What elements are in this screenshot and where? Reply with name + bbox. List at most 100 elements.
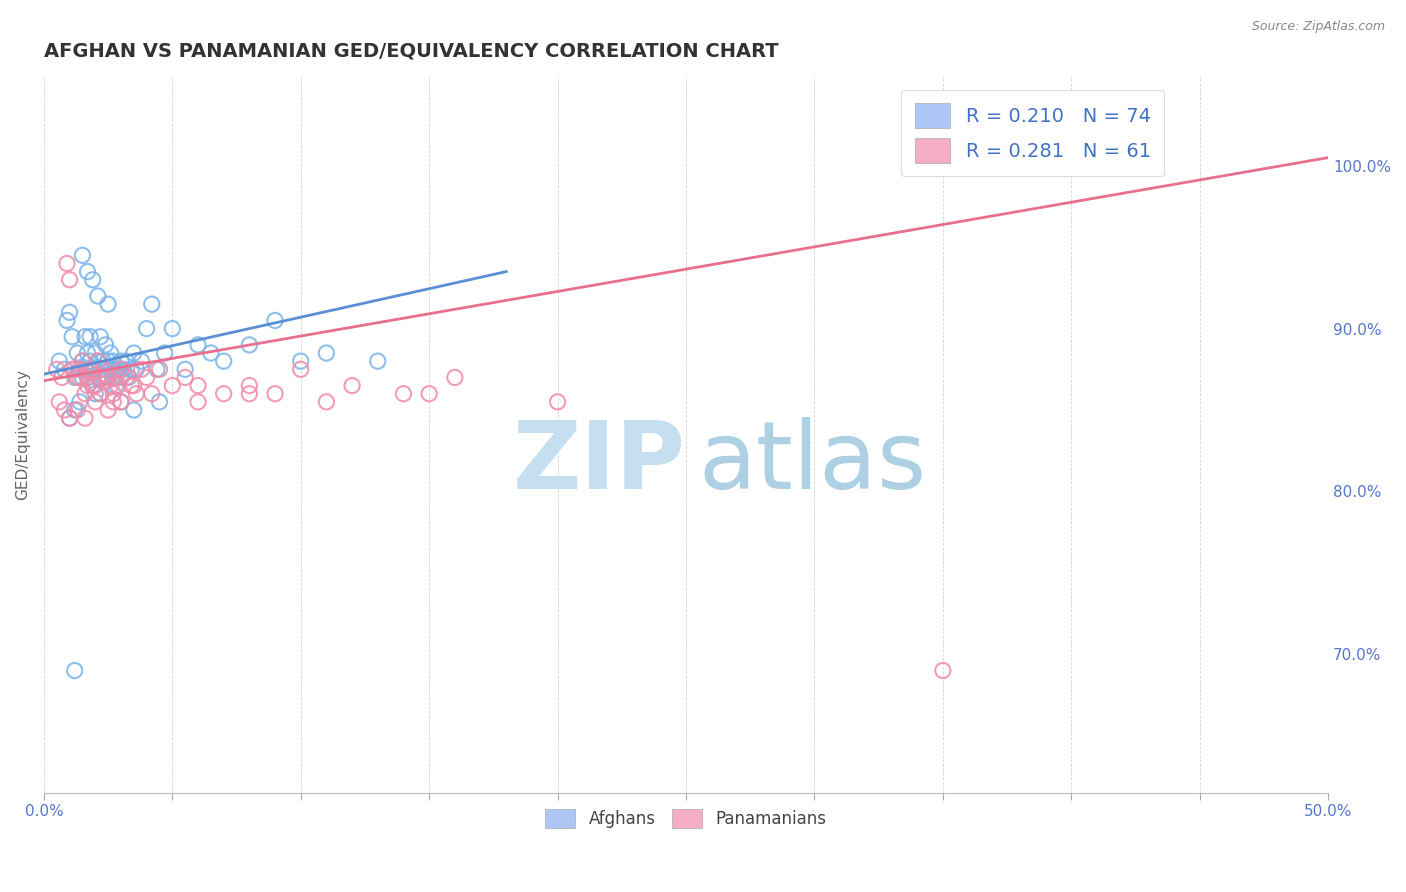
Point [76,370,98,384]
Point [73,386,96,401]
Point [97,403,120,417]
Point [200,346,222,360]
Point [84,378,107,392]
Text: Source: ZipAtlas.com: Source: ZipAtlas.com [1251,20,1385,33]
Point [84,362,107,376]
Point [103,386,125,401]
Point [187,378,209,392]
Point [290,354,312,368]
Point [135,370,157,384]
Point [89,386,111,401]
Point [110,354,132,368]
Point [162,321,184,335]
Point [97,297,120,311]
Point [97,354,120,368]
Point [110,395,132,409]
Point [110,370,132,384]
Point [79,362,101,376]
Point [340,378,363,392]
Point [60,330,83,344]
Point [66,346,89,360]
Point [110,362,132,376]
Point [131,354,153,368]
Point [94,370,117,384]
Point [115,354,138,368]
Y-axis label: GED/Equivalency: GED/Equivalency [15,369,30,500]
Point [89,386,111,401]
Point [69,362,91,376]
Point [63,370,86,384]
Point [238,378,260,392]
Point [73,330,96,344]
Point [187,338,209,352]
Point [72,354,94,368]
Point [125,362,148,376]
Point [100,378,122,392]
Point [72,370,94,384]
Point [932,664,955,678]
Point [103,395,125,409]
Point [51,370,73,384]
Point [53,403,76,417]
Point [82,273,104,287]
Point [84,346,107,360]
Point [118,370,141,384]
Point [444,370,467,384]
Point [122,378,145,392]
Point [82,362,104,376]
Point [87,370,110,384]
Point [115,370,138,384]
Point [392,386,415,401]
Point [141,297,163,311]
Point [187,395,209,409]
Point [73,362,96,376]
Point [87,354,110,368]
Point [238,338,260,352]
Point [238,386,260,401]
Point [63,362,86,376]
Point [212,386,235,401]
Legend: Afghans, Panamanians: Afghans, Panamanians [538,802,834,835]
Point [89,362,111,376]
Point [63,664,86,678]
Point [418,386,440,401]
Point [69,395,91,409]
Point [76,370,98,384]
Point [82,378,104,392]
Text: ZIP: ZIP [513,417,686,509]
Point [104,378,127,392]
Point [76,264,98,278]
Point [58,305,80,319]
Point [94,362,117,376]
Point [91,370,114,384]
Point [107,362,129,376]
Point [87,289,110,303]
Point [66,370,89,384]
Point [125,386,148,401]
Point [131,362,153,376]
Text: atlas: atlas [699,417,927,509]
Point [84,386,107,401]
Point [367,354,389,368]
Point [45,362,67,376]
Point [1111,151,1133,165]
Point [212,354,235,368]
Point [104,362,127,376]
Point [104,370,127,384]
Point [89,370,111,384]
Point [79,330,101,344]
Point [69,370,91,384]
Point [100,346,122,360]
Point [48,395,70,409]
Text: AFGHAN VS PANAMANIAN GED/EQUIVALENCY CORRELATION CHART: AFGHAN VS PANAMANIAN GED/EQUIVALENCY COR… [44,42,779,61]
Point [73,411,96,425]
Point [547,395,569,409]
Point [58,411,80,425]
Point [53,362,76,376]
Point [91,354,114,368]
Point [315,346,337,360]
Point [94,338,117,352]
Point [264,386,287,401]
Point [122,346,145,360]
Point [60,362,83,376]
